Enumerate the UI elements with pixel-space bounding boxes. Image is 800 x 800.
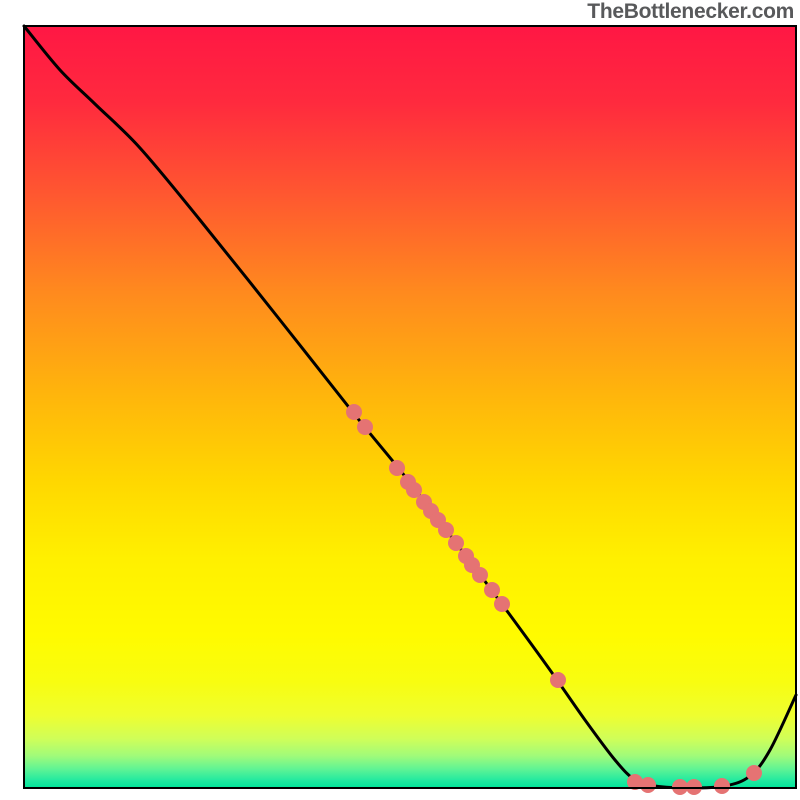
data-marker	[640, 777, 656, 793]
data-marker	[550, 672, 566, 688]
data-marker	[714, 778, 730, 794]
data-marker	[494, 596, 510, 612]
data-marker	[357, 419, 373, 435]
data-marker	[438, 522, 454, 538]
data-markers	[346, 404, 762, 795]
plot-border	[24, 26, 796, 788]
attribution-label: TheBottlenecker.com	[587, 0, 794, 24]
data-marker	[448, 535, 464, 551]
data-marker	[472, 567, 488, 583]
data-marker	[484, 582, 500, 598]
chart-overlay	[0, 0, 800, 800]
data-marker	[746, 765, 762, 781]
data-marker	[346, 404, 362, 420]
bottleneck-chart: TheBottlenecker.com	[0, 0, 800, 800]
fitness-curve	[24, 26, 796, 788]
data-marker	[389, 460, 405, 476]
